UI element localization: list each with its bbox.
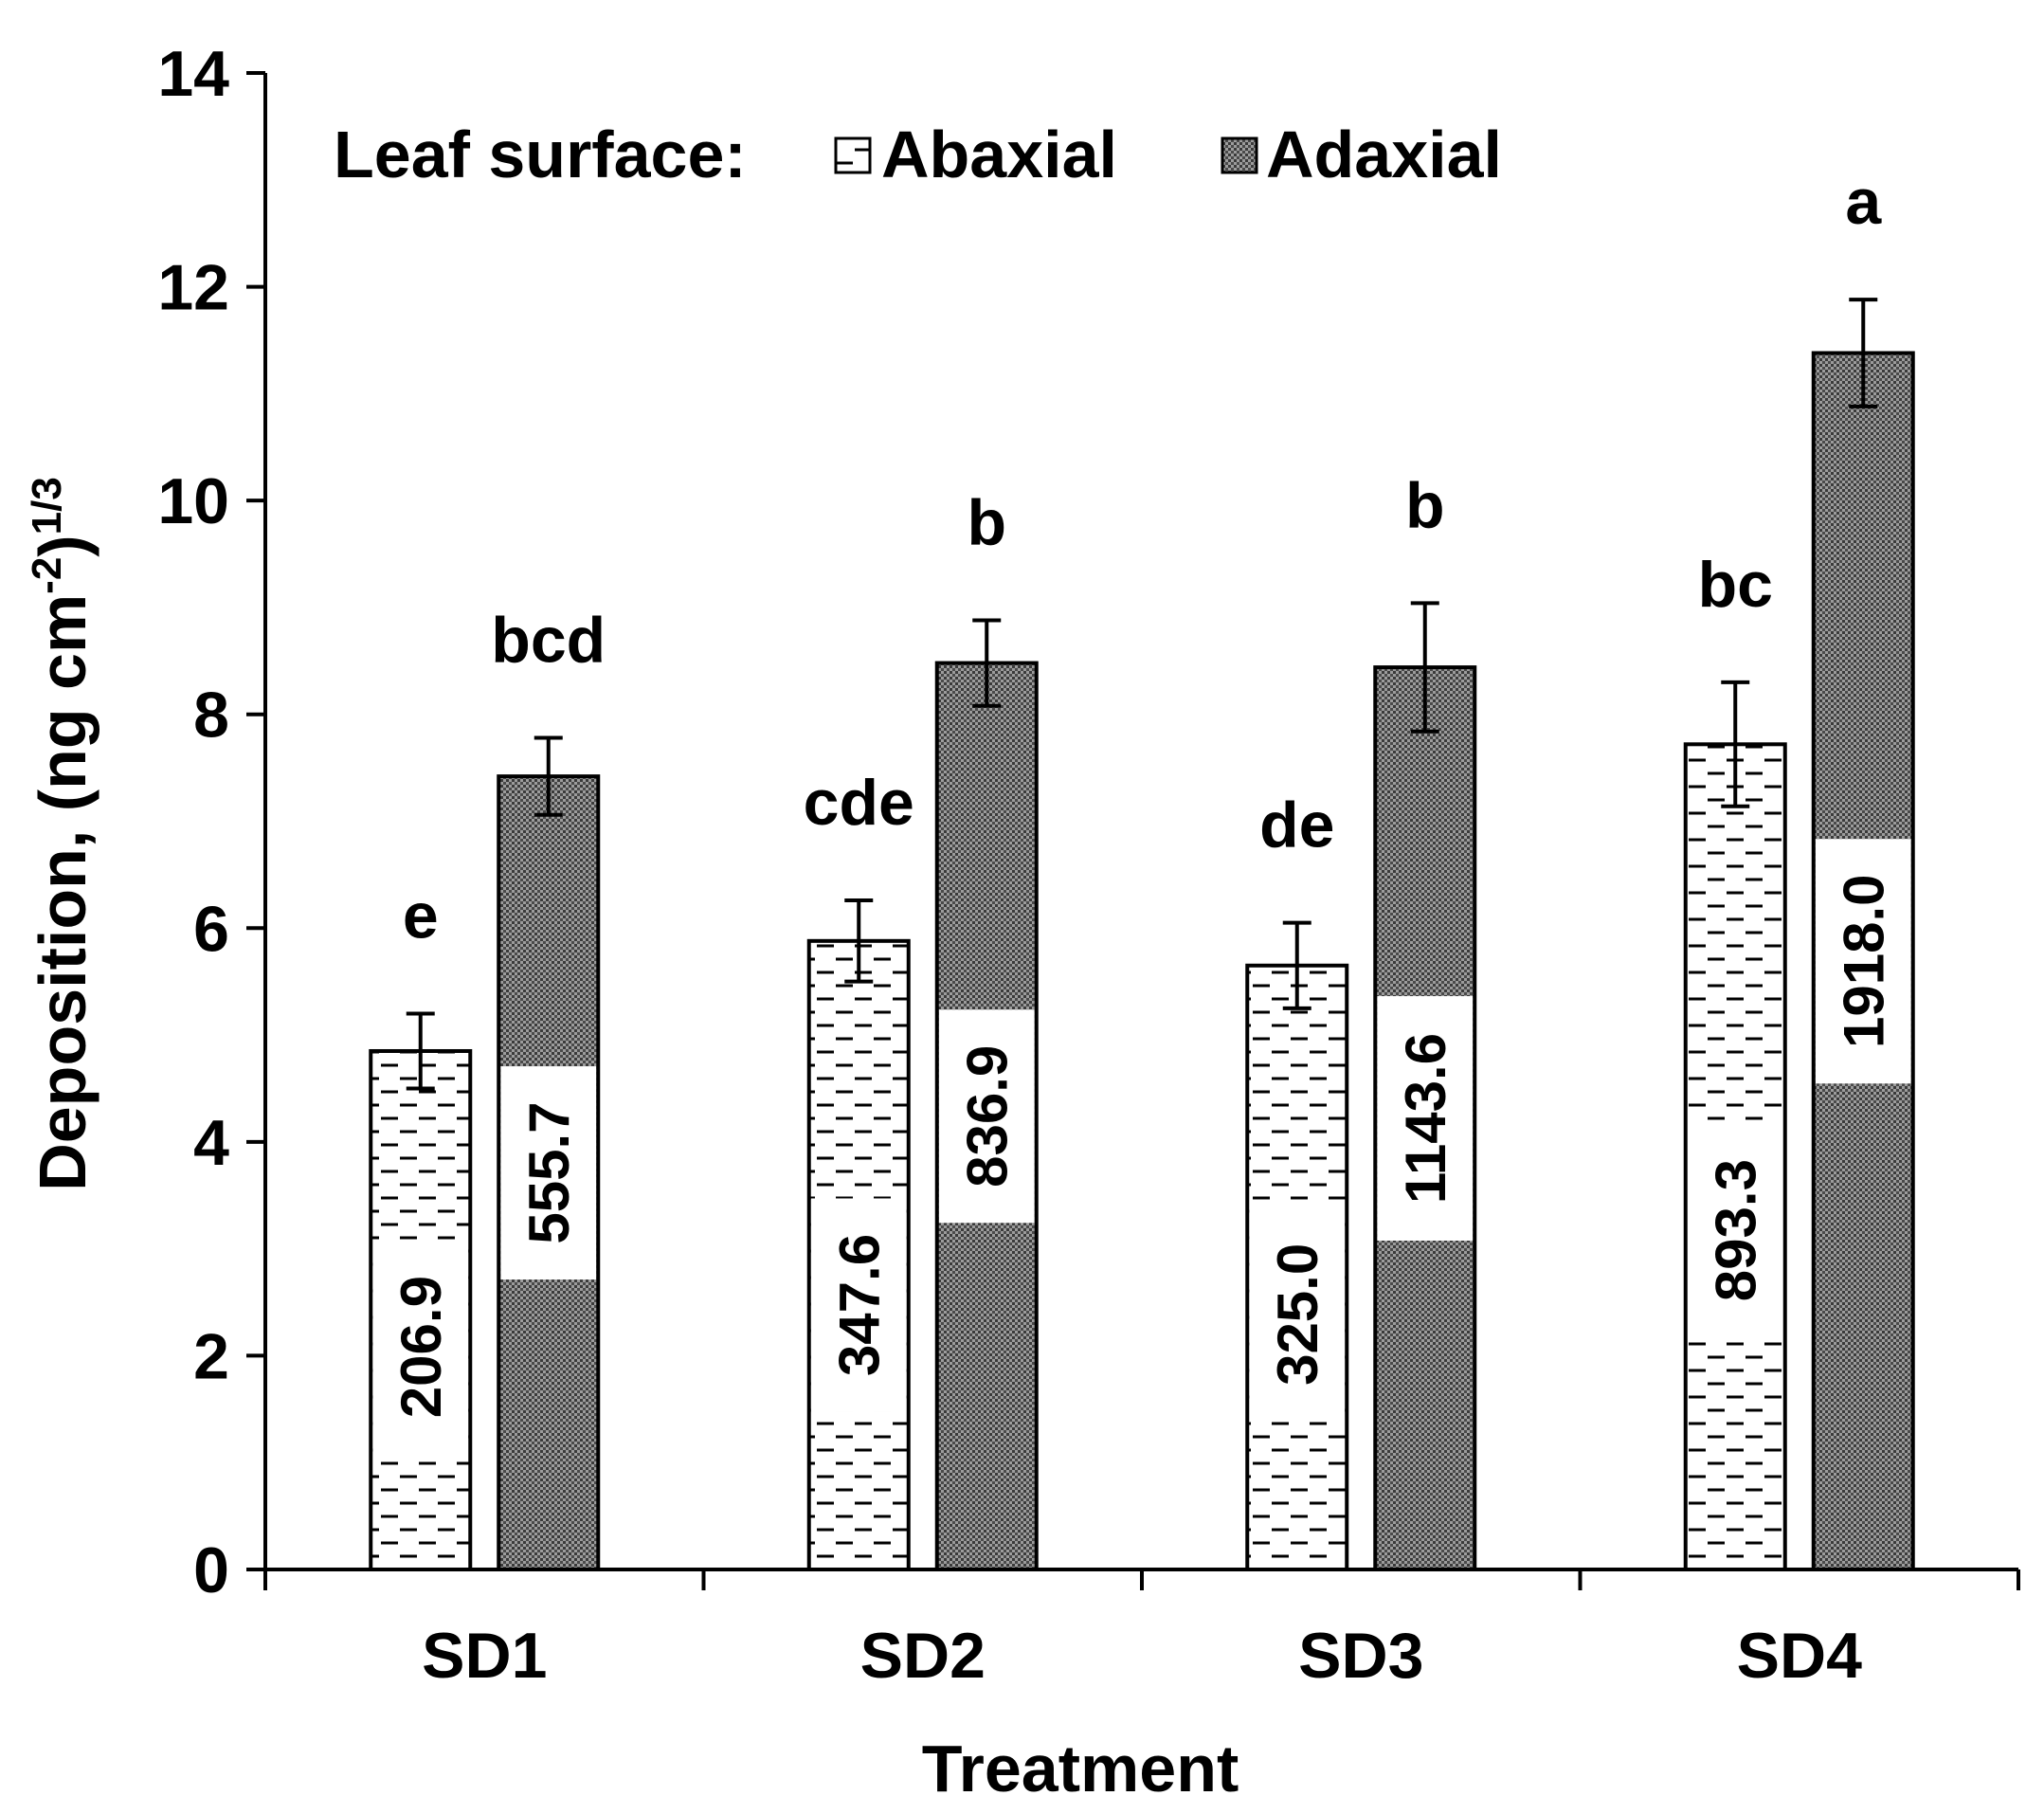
bar-group-adaxial-sd3: 1143.6 b <box>1373 469 1477 1571</box>
bar-value-label: 1918.0 <box>1832 874 1895 1048</box>
x-category-label: SD1 <box>422 1620 547 1692</box>
y-axis-title-sup2: 1/3 <box>24 477 70 535</box>
y-axis-title-sup1: -2 <box>24 557 70 594</box>
bars: 206.9 e 347.6 cde 325.0 de 893.3 bc 555.7 bcd 836.… <box>369 166 1915 1572</box>
bar-value-label: 1143.6 <box>1394 1033 1457 1204</box>
bar-label-band <box>938 1009 1035 1224</box>
bar-group-adaxial-sd2: 836.9 b <box>934 486 1039 1571</box>
legend-swatch-adaxial <box>1221 136 1258 174</box>
x-category-label: SD3 <box>1298 1620 1423 1692</box>
legend-label-adaxial: Adaxial <box>1266 118 1502 191</box>
significance-letter: e <box>403 880 439 952</box>
bar-value-label: 893.3 <box>1704 1159 1767 1301</box>
y-tick-label: 4 <box>193 1107 229 1179</box>
legend-label-abaxial: Abaxial <box>881 118 1117 191</box>
y-axis-ticks: 0 2 4 6 8 10 12 14 <box>157 38 265 1606</box>
bar-group-adaxial-sd1: 555.7 bcd <box>491 605 606 1571</box>
bar-label-band <box>1687 1123 1783 1337</box>
legend-swatch-abaxial <box>834 136 872 174</box>
legend: Leaf surface: Abaxial Adaxial <box>334 118 1502 191</box>
y-tick-label: 0 <box>193 1534 229 1606</box>
y-tick-label: 10 <box>157 465 229 537</box>
bar-group-adaxial-sd4: 1918.0 a <box>1811 166 1915 1572</box>
bar-group-abaxial-sd3: 325.0 de <box>1245 789 1349 1571</box>
significance-letter: b <box>1405 469 1445 541</box>
x-category-label: SD4 <box>1737 1620 1862 1692</box>
x-axis-ticks: SD1 SD2 SD3 SD4 <box>263 1569 2020 1692</box>
x-category-label: SD2 <box>860 1620 986 1692</box>
bar-label-band <box>372 1240 469 1454</box>
bar-label-band <box>1815 839 1911 1084</box>
bar-value-label: 347.6 <box>827 1234 891 1376</box>
bar-group-abaxial-sd4: 893.3 bc <box>1683 549 1787 1571</box>
bar-value-label: 325.0 <box>1266 1243 1330 1386</box>
legend-title: Leaf surface: <box>334 118 747 191</box>
y-axis-title-mid: ) <box>26 535 99 556</box>
bar-label-band <box>500 1066 597 1280</box>
significance-letter: de <box>1259 789 1334 862</box>
bar-group-abaxial-sd1: 206.9 e <box>369 880 473 1571</box>
significance-letter: bc <box>1698 549 1773 621</box>
y-axis-title-main: Deposition, (ng cm <box>26 594 99 1191</box>
significance-letter: cde <box>804 767 914 839</box>
bar-value-label: 836.9 <box>955 1045 1019 1188</box>
bar-label-band <box>1377 996 1474 1242</box>
bar-value-label: 555.7 <box>517 1101 581 1243</box>
bar-label-band <box>1249 1207 1346 1422</box>
y-tick-label: 6 <box>193 893 229 965</box>
bar-value-label: 206.9 <box>389 1276 453 1418</box>
bar-group-abaxial-sd2: 347.6 cde <box>804 767 914 1571</box>
y-axis-title: Deposition, (ng cm-2)1/3 <box>24 477 99 1191</box>
significance-letter: bcd <box>491 605 606 677</box>
significance-letter: a <box>1845 166 1882 238</box>
significance-letter: b <box>967 486 1006 558</box>
y-tick-label: 12 <box>157 252 229 324</box>
y-tick-label: 8 <box>193 680 229 752</box>
y-tick-label: 2 <box>193 1320 229 1392</box>
y-tick-label: 14 <box>157 38 229 110</box>
bar-label-band <box>810 1198 907 1412</box>
x-axis-title: Treatment <box>922 1732 1239 1805</box>
